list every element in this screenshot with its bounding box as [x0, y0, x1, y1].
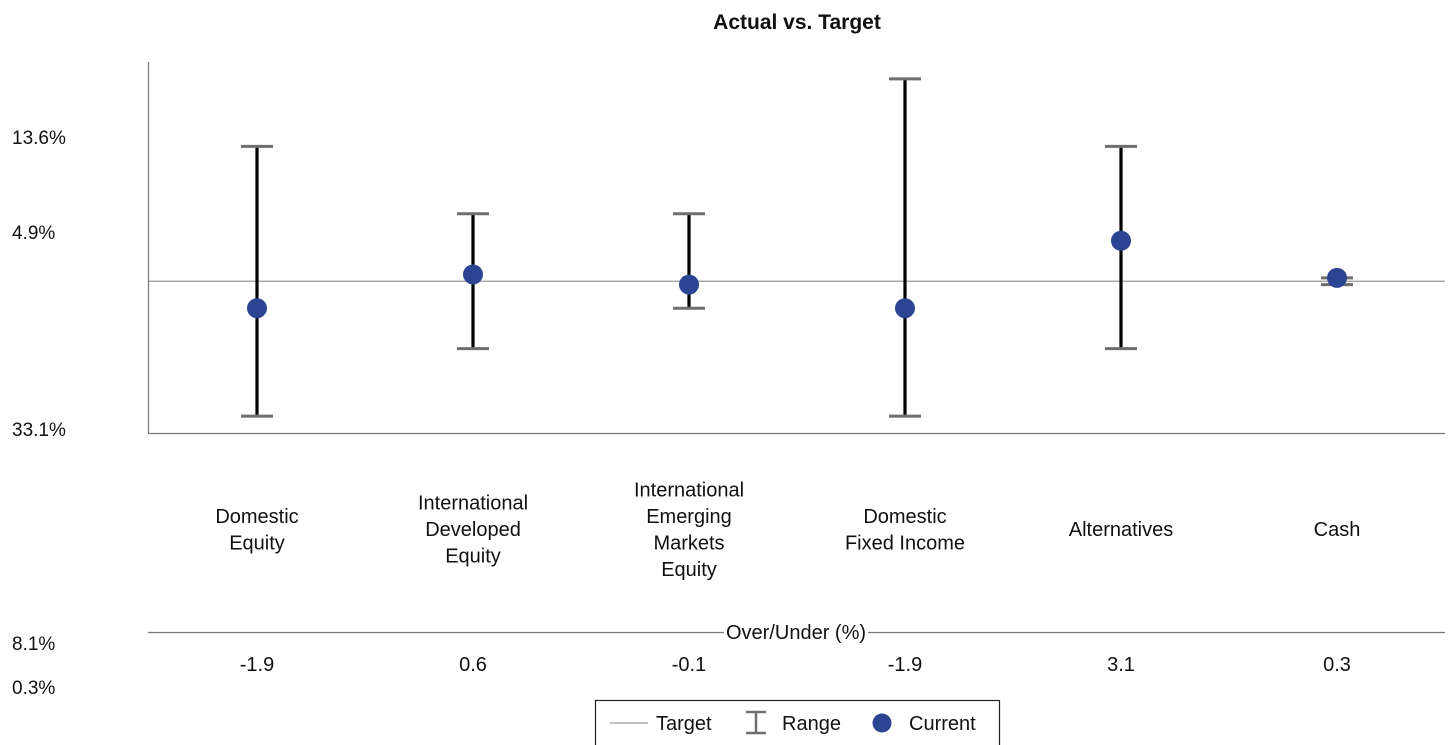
category-label: Cash [1314, 519, 1361, 541]
legend-current-swatch [872, 713, 892, 733]
legend-range-label: Range [782, 713, 841, 735]
over-under-value: -1.9 [888, 654, 922, 676]
category-label: International Developed Equity [418, 493, 528, 568]
category-label: Domestic Equity [215, 506, 298, 555]
left-label: 8.1% [12, 634, 55, 655]
category-label: Domestic Fixed Income [845, 506, 965, 555]
current-dot [247, 298, 267, 319]
legend: Target Range Current [594, 699, 1001, 745]
left-label: 33.1% [12, 420, 66, 441]
legend-box [594, 699, 1001, 745]
current-dot [463, 264, 483, 285]
current-dot [1111, 230, 1131, 251]
legend-target-label: Target [656, 713, 712, 735]
current-dot [1327, 267, 1347, 288]
legend-current-label: Current [909, 713, 976, 735]
over-under-header: Over/Under (%) [726, 622, 866, 644]
chart-title: Actual vs. Target [713, 11, 881, 34]
category-label: Alternatives [1069, 519, 1174, 541]
category-label: International Emerging Markets Equity [634, 479, 744, 581]
left-label: 13.6% [12, 128, 66, 149]
left-label: 4.9% [12, 223, 55, 244]
over-under-value: -0.1 [672, 654, 706, 676]
over-under-value: 3.1 [1107, 654, 1135, 676]
legend-range-swatch [746, 710, 766, 735]
over-under-value: 0.6 [459, 654, 487, 676]
over-under-value: 0.3 [1323, 654, 1351, 676]
current-dot [895, 298, 915, 319]
current-dot [679, 274, 699, 295]
over-under-value: -1.9 [240, 654, 274, 676]
left-label: 0.3% [12, 678, 55, 699]
